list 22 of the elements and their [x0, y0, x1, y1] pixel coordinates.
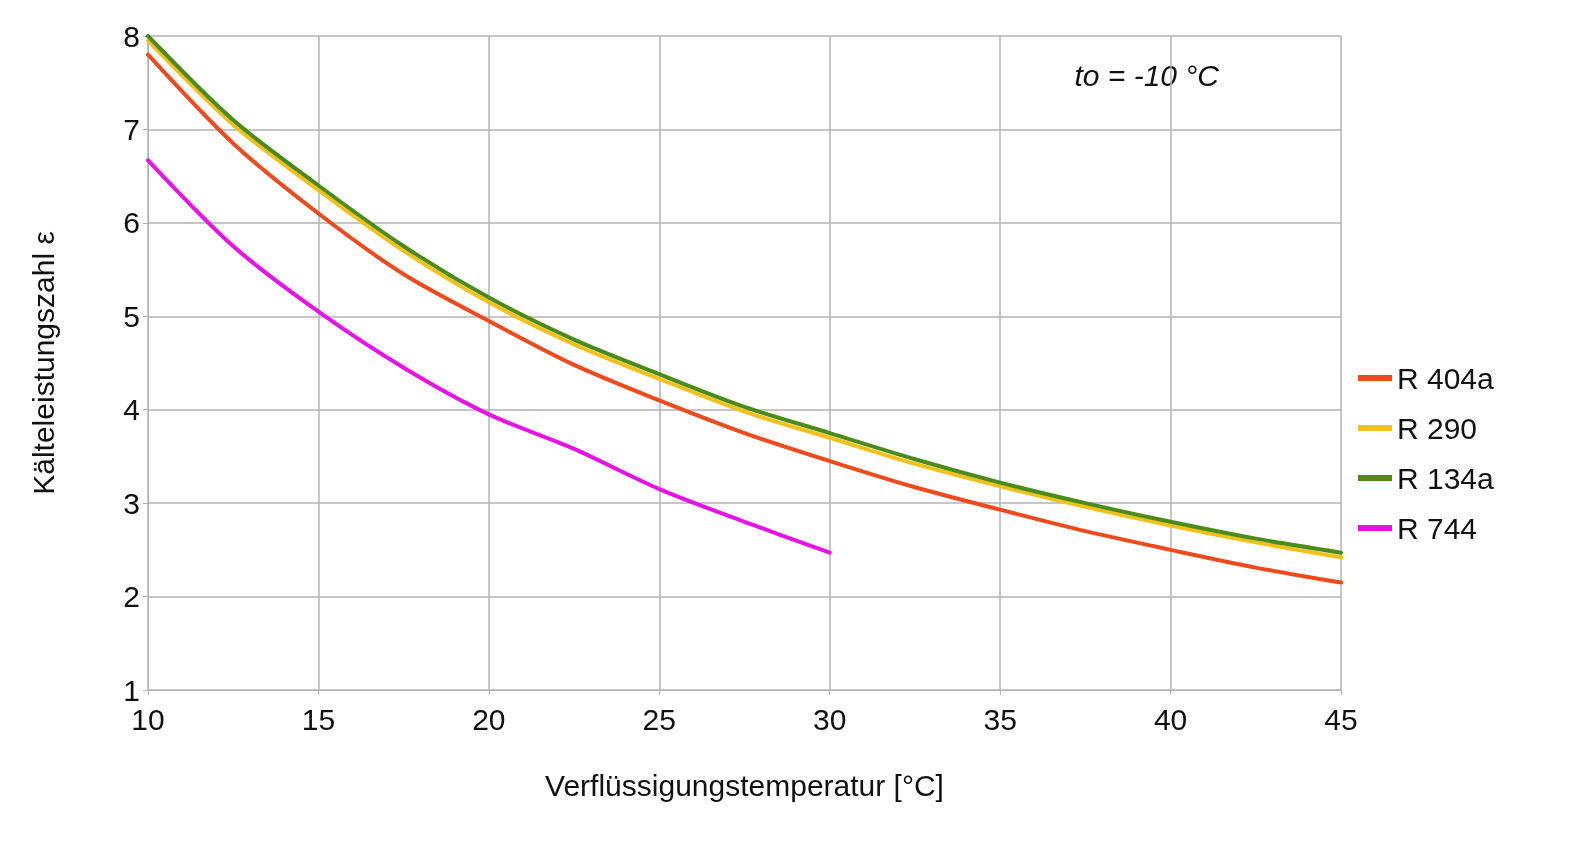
y-tick-label: 6 — [123, 206, 140, 240]
y-tick-label: 8 — [123, 19, 140, 53]
annotation: to = -10 °C — [1074, 58, 1220, 92]
y-tick-label: 4 — [123, 393, 140, 427]
legend-label: R 134a — [1397, 461, 1495, 495]
x-tick-label: 15 — [301, 702, 336, 736]
x-tick-label: 35 — [983, 702, 1017, 736]
legend-label: R 744 — [1397, 511, 1478, 545]
x-tick-label: 45 — [1324, 702, 1358, 736]
x-tick-label: 25 — [642, 702, 676, 736]
line-series — [146, 158, 832, 555]
y-tick-label: 3 — [123, 486, 140, 520]
legend-label: R 404a — [1397, 361, 1495, 395]
x-axis-title: Verflüssigungstemperatur [°C] — [545, 768, 944, 802]
x-tick-label: 30 — [813, 702, 847, 736]
y-tick-label: 5 — [123, 299, 140, 333]
y-axis-title: Kälteleistungszahl ε — [26, 231, 60, 495]
x-tick-label: 20 — [472, 702, 506, 736]
x-tick-label: 40 — [1153, 702, 1188, 736]
y-tick-label: 2 — [123, 580, 140, 614]
legend-label: R 290 — [1397, 411, 1478, 445]
y-tick-label: 7 — [123, 112, 140, 146]
